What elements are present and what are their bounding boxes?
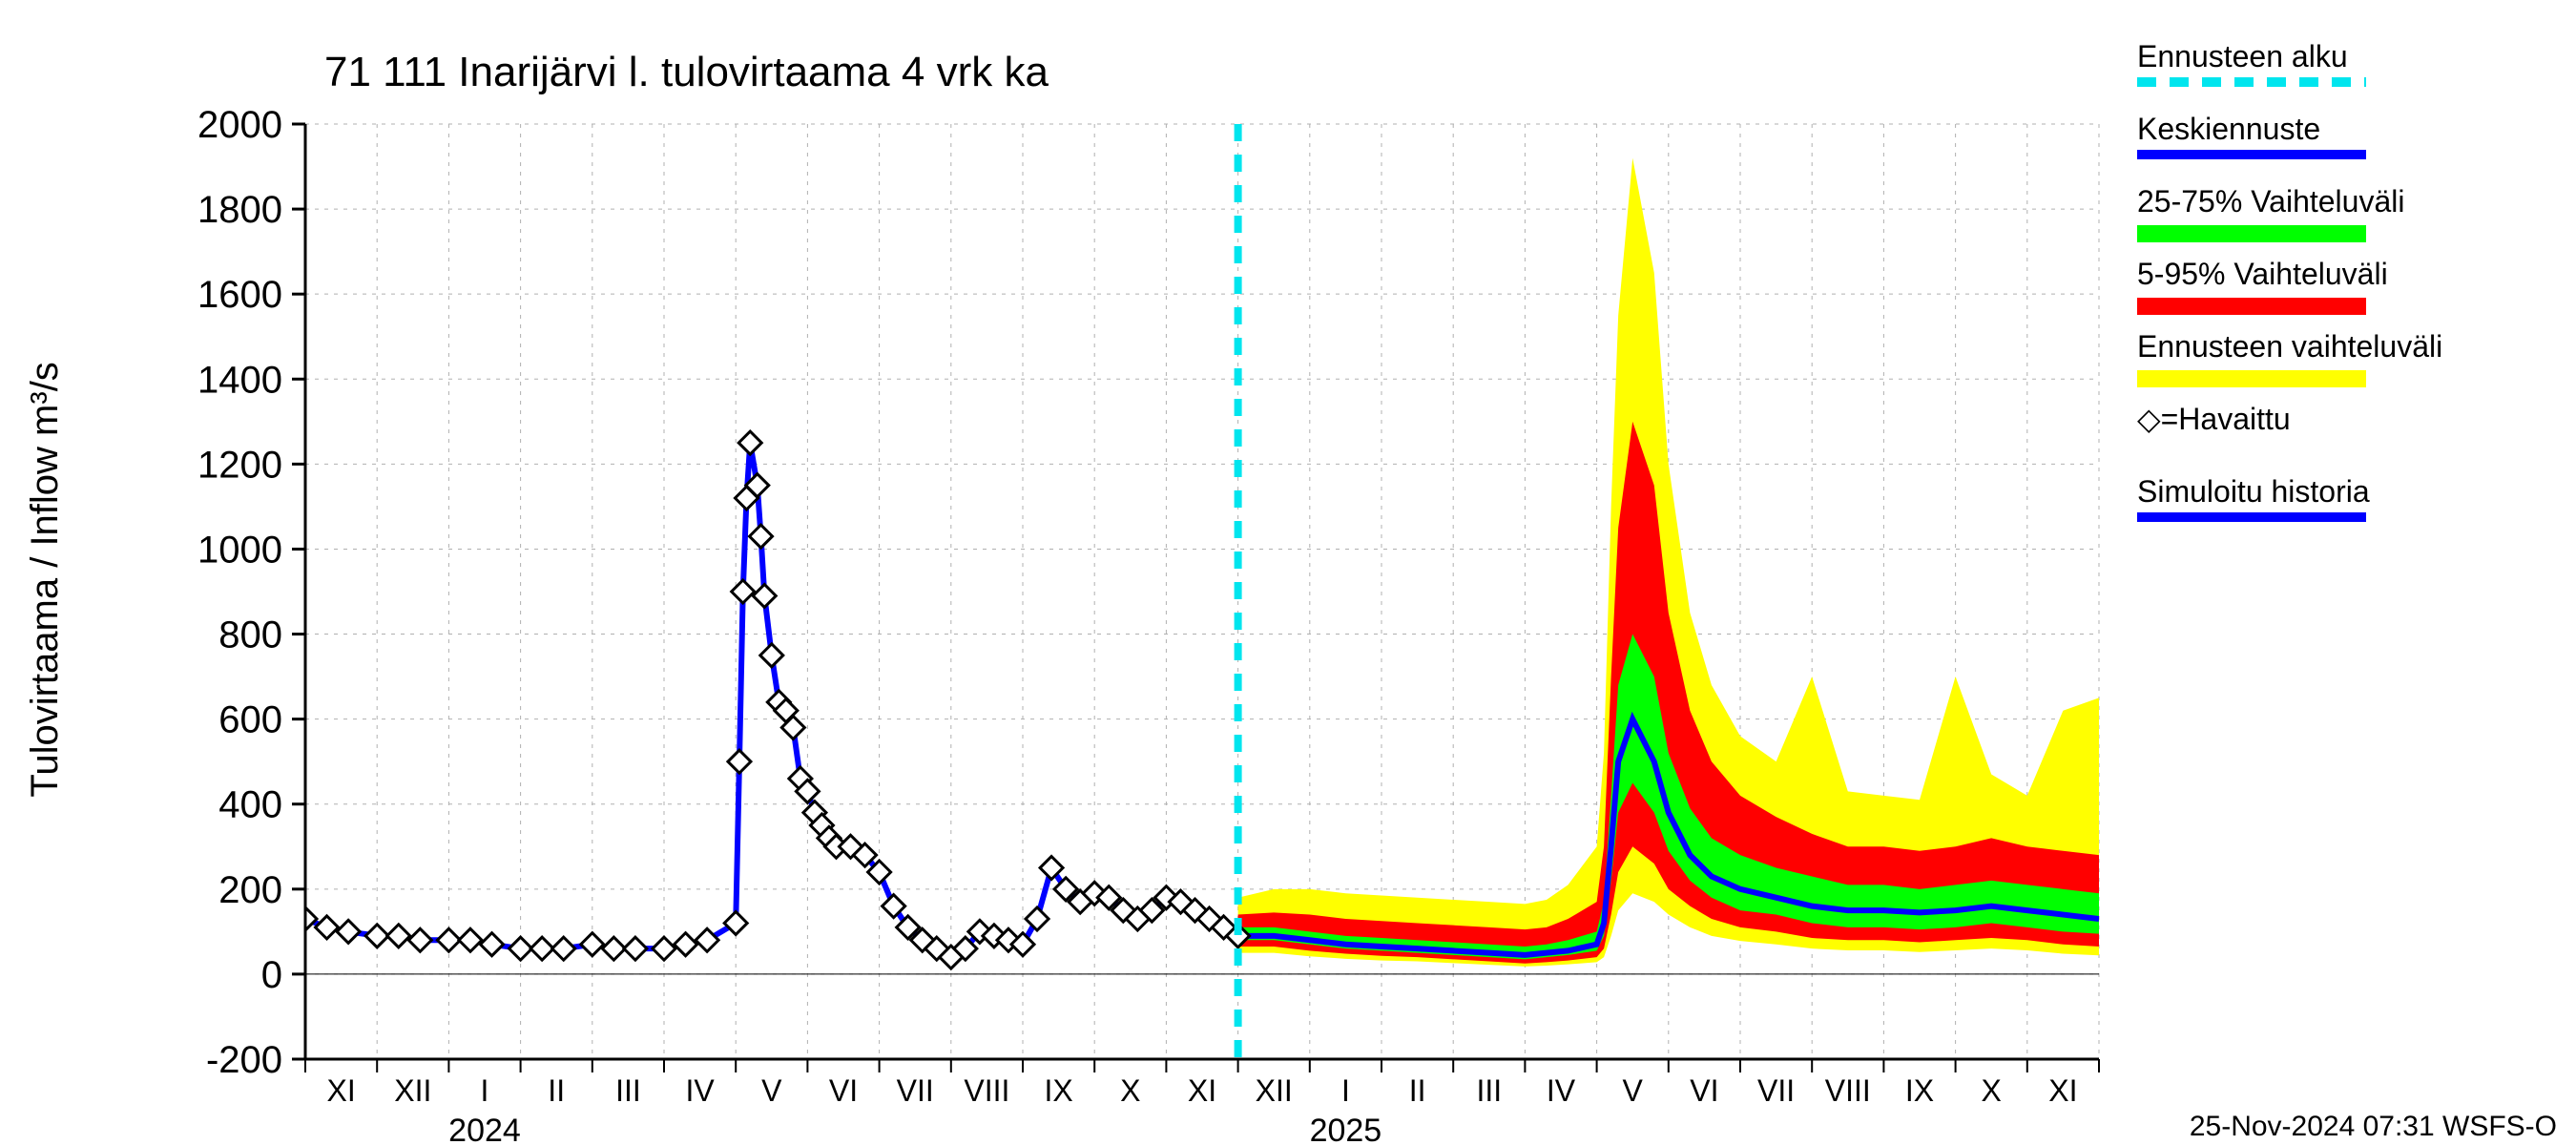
x-tick-label: VII [1757,1073,1795,1108]
x-tick-label: VI [829,1073,858,1108]
x-tick-label: XII [1256,1073,1293,1108]
y-tick-label: 800 [218,614,282,656]
y-tick-label: 600 [218,699,282,741]
legend-label: Ennusteen alku [2137,39,2348,73]
x-tick-label: IX [1044,1073,1072,1108]
legend-label: Ennusteen vaihteluväli [2137,329,2442,364]
legend-label: 25-75% Vaihteluväli [2137,184,2404,219]
y-tick-label: 0 [261,954,282,996]
x-tick-label: IX [1905,1073,1934,1108]
x-tick-label: V [761,1073,782,1108]
chart-svg: -200 0 200 400 600 800 1000 1200 1400 1600 1800 200… [0,0,2576,1145]
x-tick-label: IV [1547,1073,1576,1108]
x-tick-label: VIII [964,1073,1009,1108]
y-tick-label: 1600 [197,274,282,316]
x-tick-label: V [1623,1073,1644,1108]
x-tick-label: VI [1690,1073,1718,1108]
y-tick-label: 2000 [197,104,282,146]
x-tick-label: XI [326,1073,355,1108]
legend-swatch [2137,225,2366,242]
y-tick-label: 200 [218,869,282,911]
x-tick-label: I [481,1073,489,1108]
x-tick-label: XI [2048,1073,2077,1108]
x-tick-label: III [615,1073,641,1108]
legend-swatch [2137,370,2366,387]
legend-label: Keskiennuste [2137,112,2320,146]
legend-swatch [2137,298,2366,315]
legend-label: ◇=Havaittu [2137,402,2291,436]
y-tick-label: -200 [206,1039,282,1081]
y-tick-label: 1800 [197,189,282,231]
x-tick-label: VIII [1825,1073,1871,1108]
x-tick-label: XII [394,1073,431,1108]
chart-title: 71 111 Inarijärvi l. tulovirtaama 4 vrk … [324,49,1049,95]
legend-label: Simuloitu historia [2137,474,2370,509]
legend-label: 5-95% Vaihteluväli [2137,257,2388,291]
x-tick-label: X [1120,1073,1140,1108]
x-tick-label: VII [897,1073,934,1108]
x-tick-label: II [548,1073,565,1108]
year-label-2: 2025 [1310,1113,1382,1145]
x-tick-label: IV [685,1073,715,1108]
x-tick-label: III [1476,1073,1502,1108]
footer-timestamp: 25-Nov-2024 07:31 WSFS-O [2190,1111,2557,1142]
x-tick-label: XI [1188,1073,1216,1108]
y-axis-label: Tulovirtaama / Inflow m³/s [24,362,66,797]
y-tick-label: 1200 [197,444,282,486]
x-tick-label: X [1982,1073,2002,1108]
y-tick-label: 400 [218,784,282,826]
x-tick-label: I [1341,1073,1350,1108]
y-tick-label: 1400 [197,359,282,401]
x-tick-label: II [1409,1073,1426,1108]
chart-container: -200 0 200 400 600 800 1000 1200 1400 1600 1800 200… [0,0,2576,1145]
year-label-1: 2024 [448,1113,521,1145]
y-tick-label: 1000 [197,529,282,571]
